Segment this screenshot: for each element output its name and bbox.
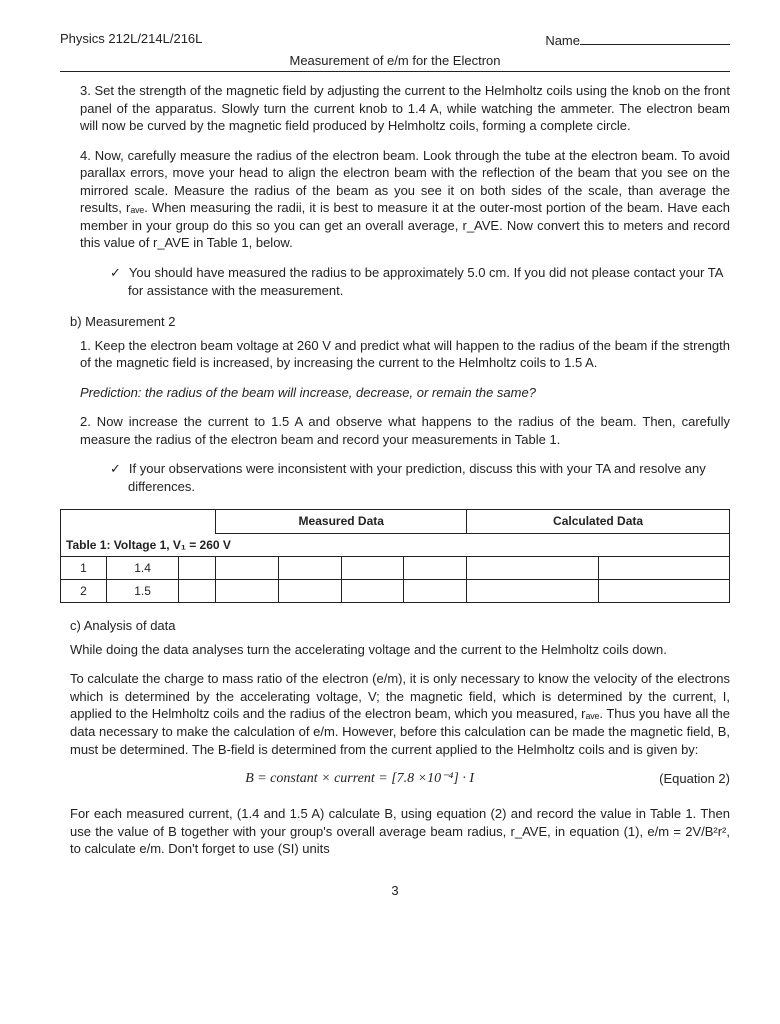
doc-title: Measurement of e/m for the Electron [60,52,730,73]
data-table: Measured DataCalculated DataTable 1: Vol… [60,509,730,603]
check-observation-note: If your observations were inconsistent w… [110,460,730,495]
equation-2: (Equation 2) B = constant × current = [7… [60,770,730,789]
check-radius-note: You should have measured the radius to b… [110,264,730,299]
step-3: 3. Set the strength of the magnetic fiel… [80,82,730,135]
b-step-1: 1. Keep the electron beam voltage at 260… [80,337,730,372]
prediction-prompt: Prediction: the radius of the beam will … [80,384,730,402]
b-step-2: 2. Now increase the current to 1.5 A and… [80,413,730,448]
section-c-label: c) Analysis of data [70,617,730,635]
c-paragraph: To calculate the charge to mass ratio of… [70,670,730,758]
section-b-label: b) Measurement 2 [70,313,730,331]
course-code: Physics 212L/214L/216L [60,30,202,50]
step-4: 4. Now, carefully measure the radius of … [80,147,730,252]
c-after-eq: For each measured current, (1.4 and 1.5 … [70,805,730,858]
c-intro: While doing the data analyses turn the a… [70,641,730,659]
page-number: 3 [60,882,730,900]
name-field: Name [545,30,730,50]
